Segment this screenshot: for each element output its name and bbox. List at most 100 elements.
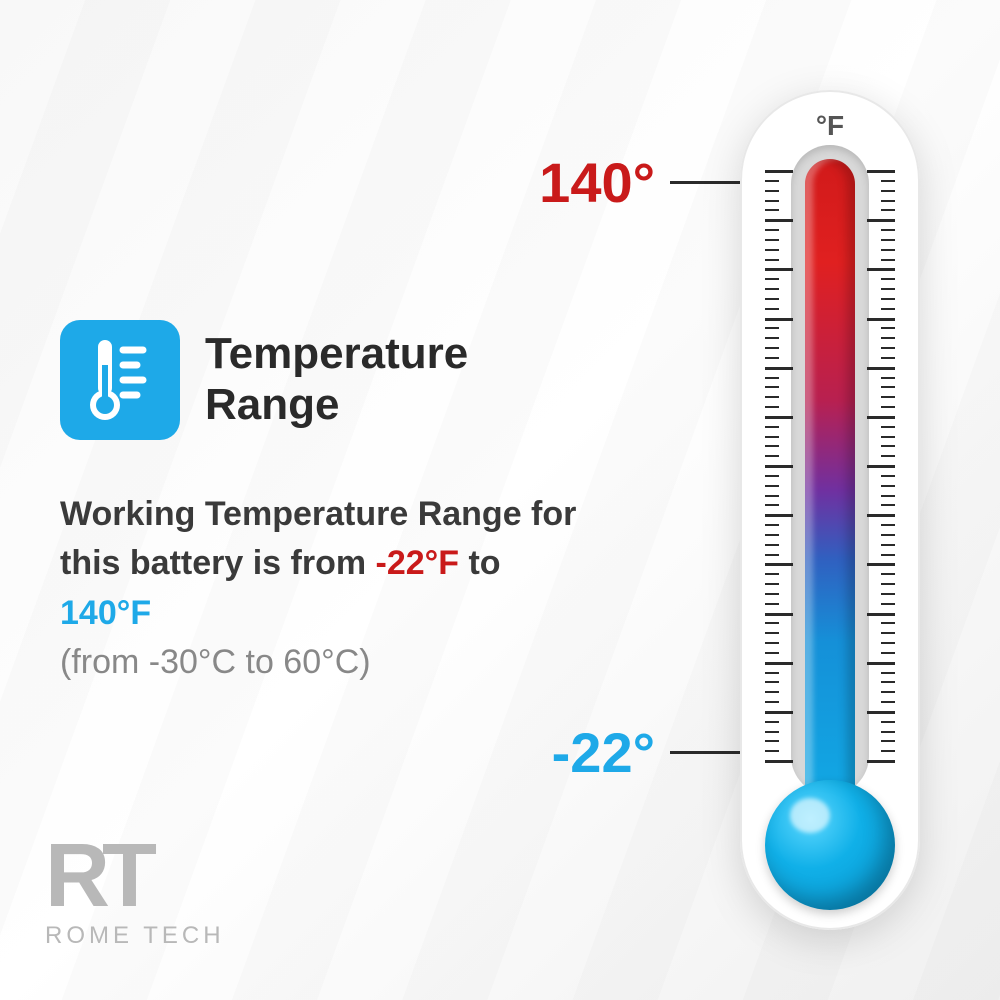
tick — [765, 554, 779, 556]
tick — [765, 327, 779, 329]
tick — [765, 239, 779, 241]
tick — [881, 396, 895, 398]
tick — [765, 426, 779, 428]
tick — [881, 632, 895, 634]
tick — [881, 652, 895, 654]
tick — [867, 662, 895, 665]
brand-logo: RT ROME TECH — [45, 836, 225, 950]
tick — [881, 731, 895, 733]
unit-label: °F — [816, 110, 844, 142]
tick — [881, 524, 895, 526]
tick — [765, 544, 779, 546]
tick — [881, 406, 895, 408]
desc-to: to — [459, 544, 501, 582]
tick — [881, 377, 895, 379]
tick — [765, 632, 779, 634]
tick — [881, 180, 895, 182]
tick — [765, 396, 779, 398]
tick — [881, 445, 895, 447]
tick — [881, 308, 895, 310]
tick — [765, 190, 779, 192]
tick — [765, 465, 793, 468]
tick — [867, 514, 895, 517]
tick — [867, 219, 895, 222]
tick — [881, 229, 895, 231]
tick — [765, 318, 793, 321]
tick — [881, 691, 895, 693]
tick — [881, 642, 895, 644]
tick — [867, 465, 895, 468]
tick-marks — [765, 170, 895, 760]
tick — [881, 554, 895, 556]
tick — [765, 249, 779, 251]
logo-mark: RT — [45, 836, 225, 917]
low-temp-label: -22° — [552, 720, 740, 785]
tick — [881, 750, 895, 752]
tick — [881, 475, 895, 477]
tick — [867, 613, 895, 616]
tick — [881, 573, 895, 575]
thermometer-bulb — [765, 780, 895, 910]
low-value: -22° — [552, 720, 655, 785]
tick — [765, 760, 793, 763]
content-panel: TemperatureRange Working Temperature Ran… — [60, 320, 580, 687]
tick — [765, 337, 779, 339]
tick — [881, 672, 895, 674]
tick — [867, 563, 895, 566]
tick — [867, 760, 895, 763]
thermometer-icon — [60, 320, 180, 440]
tick — [881, 534, 895, 536]
tick — [765, 278, 779, 280]
tick — [881, 455, 895, 457]
tick — [765, 170, 793, 173]
tick — [765, 485, 779, 487]
tick — [881, 190, 895, 192]
tick — [765, 613, 793, 616]
tick — [881, 504, 895, 506]
header-row: TemperatureRange — [60, 320, 580, 440]
tick — [765, 573, 779, 575]
tick — [881, 593, 895, 595]
description: Working Temperature Range for this batte… — [60, 490, 580, 687]
tick — [765, 514, 793, 517]
tick — [765, 308, 779, 310]
tick — [765, 180, 779, 182]
thermometer: °F — [720, 90, 940, 940]
tick — [765, 681, 779, 683]
tick — [765, 475, 779, 477]
tick — [765, 583, 779, 585]
tick — [881, 583, 895, 585]
tick — [881, 681, 895, 683]
tick — [881, 298, 895, 300]
tick — [765, 721, 779, 723]
tick — [765, 357, 779, 359]
tick — [765, 534, 779, 536]
tick — [881, 259, 895, 261]
tick — [881, 278, 895, 280]
tick — [881, 426, 895, 428]
title: TemperatureRange — [205, 329, 468, 430]
tick — [881, 701, 895, 703]
tick — [765, 672, 779, 674]
high-value: 140° — [539, 150, 655, 215]
tick — [881, 200, 895, 202]
tick — [765, 711, 793, 714]
tick — [765, 750, 779, 752]
tick — [765, 200, 779, 202]
tick — [765, 455, 779, 457]
tick — [765, 731, 779, 733]
high-temp-label: 140° — [539, 150, 740, 215]
tick — [765, 652, 779, 654]
tick — [881, 327, 895, 329]
tick — [867, 318, 895, 321]
tick — [765, 367, 793, 370]
bulb-shine — [790, 798, 830, 833]
low-temp-f: -22°F — [376, 544, 460, 582]
tick — [881, 288, 895, 290]
tick — [765, 209, 779, 211]
tick — [765, 386, 779, 388]
tick — [881, 495, 895, 497]
tick — [765, 288, 779, 290]
tick — [881, 249, 895, 251]
tick — [765, 445, 779, 447]
